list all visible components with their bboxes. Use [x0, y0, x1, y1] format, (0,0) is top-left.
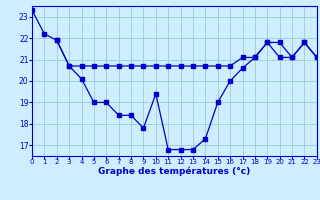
X-axis label: Graphe des températures (°c): Graphe des températures (°c) [98, 167, 251, 176]
